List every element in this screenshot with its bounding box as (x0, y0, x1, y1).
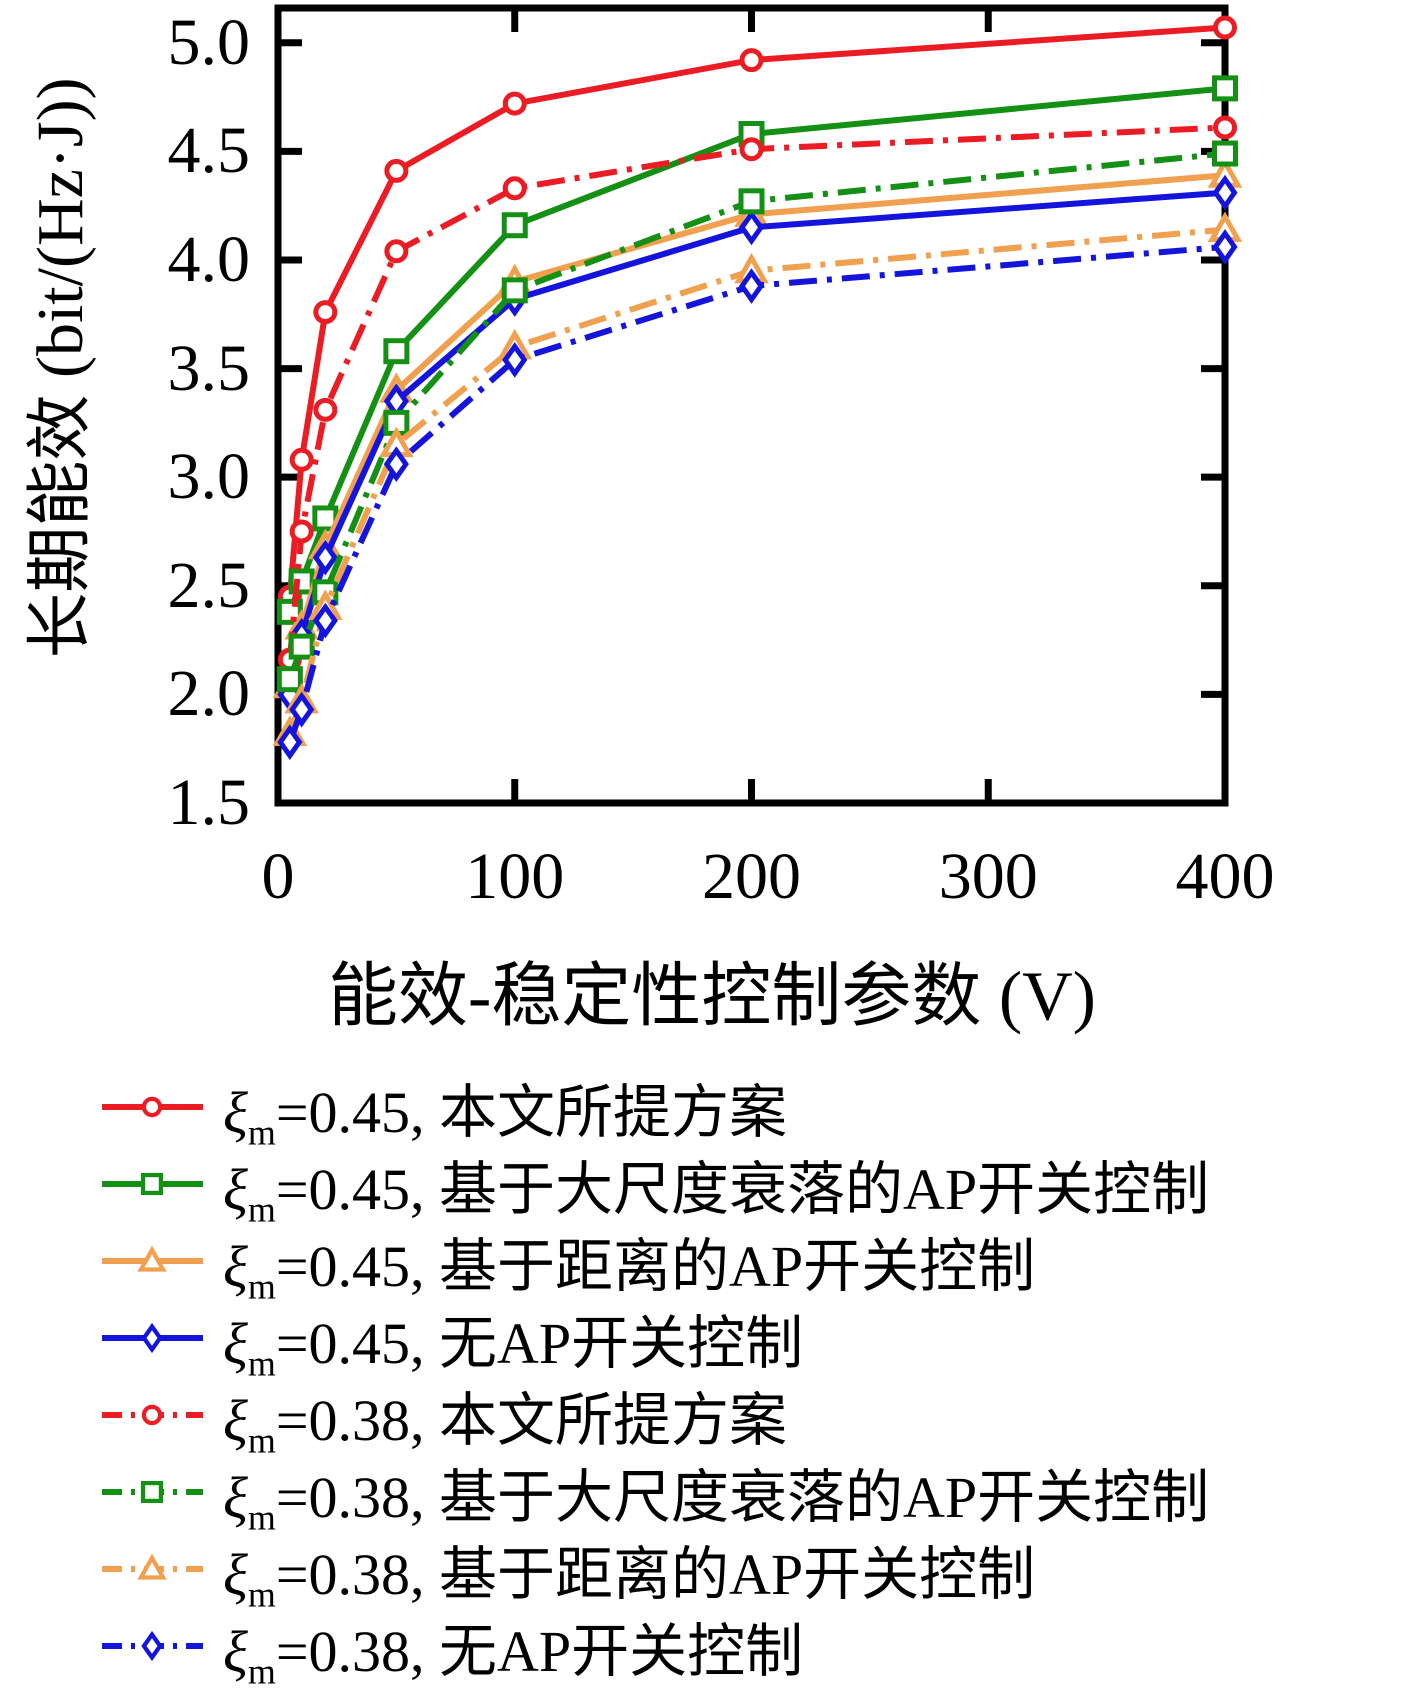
series-line (286, 226, 1226, 735)
x-tick-label: 100 (465, 840, 565, 913)
triangle-marker (137, 1245, 167, 1272)
legend-label: ξm=0.38, 基于大尺度衰落的AP开关控制 (223, 1464, 1210, 1538)
diamond-marker (502, 342, 528, 378)
square-marker (501, 212, 528, 239)
legend-item: ξm=0.45, 本文所提方案 (100, 1068, 1209, 1150)
legend-swatch-diamond (102, 1630, 203, 1661)
square-marker (276, 666, 303, 693)
square-marker (501, 277, 528, 304)
legend-swatch-square (102, 1172, 203, 1195)
legend-item: ξm=0.45, 基于大尺度衰落的AP开关控制 (100, 1145, 1209, 1227)
y-tick-label: 3.0 (167, 440, 251, 514)
legend-item: ξm=0.38, 无AP开关控制 (100, 1607, 1209, 1689)
diamond-marker (289, 691, 315, 728)
legend-swatch-square (102, 1480, 203, 1503)
diamond-marker (141, 1322, 163, 1353)
plot-area (272, 4, 1243, 807)
diamond-marker (738, 209, 765, 246)
circle-marker (1213, 115, 1237, 140)
circle-marker (384, 158, 409, 183)
diamond-marker (277, 724, 303, 761)
x-tick-label: 400 (1175, 840, 1275, 913)
y-tick-label: 3.5 (167, 331, 251, 405)
legend-swatch-triangle (102, 1245, 203, 1272)
x-axis-title: 能效-稳定性控制参数 (V) (328, 958, 1096, 1036)
circle-marker (384, 239, 409, 264)
legend-swatch-triangle (102, 1553, 203, 1580)
diamond-marker (383, 446, 409, 482)
circle-marker (289, 447, 314, 472)
y-tick-label: 5.0 (167, 5, 251, 79)
diamond-marker (1212, 174, 1238, 211)
square-marker (288, 633, 315, 660)
square-marker (738, 188, 765, 215)
legend-label: ξm=0.45, 本文所提方案 (223, 1079, 788, 1153)
series-line (287, 85, 1226, 613)
legend-swatch-circle (102, 1404, 203, 1425)
legend-item: ξm=0.38, 本文所提方案 (100, 1376, 1209, 1458)
y-tick-label: 1.5 (167, 766, 251, 839)
legend-label: ξm=0.45, 基于大尺度衰落的AP开关控制 (223, 1156, 1210, 1230)
y-axis-title: 长期能效 (bit/(Hz·J)) (24, 77, 97, 659)
legend-swatch-diamond (102, 1322, 203, 1353)
legend-label: ξm=0.45, 基于距离的AP开关控制 (223, 1233, 1036, 1307)
x-tick-label: 0 (261, 840, 295, 913)
series-line (286, 172, 1226, 687)
legend-item: ξm=0.38, 基于距离的AP开关控制 (100, 1530, 1209, 1612)
legend-item: ξm=0.38, 基于大尺度衰落的AP开关控制 (100, 1453, 1209, 1535)
series-line (286, 243, 1226, 744)
diamond-marker (141, 1630, 163, 1661)
square-marker (140, 1480, 164, 1503)
circle-marker (739, 137, 764, 162)
y-tick-label: 2.5 (167, 548, 251, 622)
circle-marker (141, 1096, 163, 1117)
diamond-marker (1212, 229, 1238, 265)
triangle-marker (137, 1553, 167, 1580)
legend: ξm=0.45, 本文所提方案 ξm=0.45, 基于大尺度衰落的AP开关控制 ξm… (100, 1068, 1209, 1689)
y-tick-label: 2.0 (167, 657, 251, 731)
x-tick-label: 200 (702, 840, 801, 913)
circle-marker (502, 91, 527, 116)
legend-item: ξm=0.45, 基于距离的AP开关控制 (100, 1222, 1209, 1304)
legend-label: ξm=0.38, 基于距离的AP开关控制 (223, 1541, 1036, 1615)
diamond-marker (312, 539, 338, 576)
legend-item: ξm=0.45, 无AP开关控制 (100, 1299, 1209, 1381)
legend-label: ξm=0.38, 无AP开关控制 (223, 1618, 804, 1692)
legend-label: ξm=0.45, 无AP开关控制 (223, 1310, 804, 1384)
circle-marker (313, 397, 338, 422)
legend-label: ξm=0.38, 本文所提方案 (223, 1387, 788, 1461)
y-tick-label: 4.0 (167, 222, 251, 296)
square-marker (1212, 75, 1238, 102)
circle-marker (141, 1404, 163, 1425)
circle-marker (739, 48, 764, 73)
square-marker (383, 338, 410, 365)
legend-swatch-circle (102, 1096, 203, 1117)
circle-marker (289, 519, 314, 544)
diamond-marker (312, 602, 338, 639)
square-marker (1212, 140, 1238, 167)
square-marker (140, 1172, 164, 1195)
x-tick-label: 300 (938, 840, 1038, 913)
circle-marker (1213, 15, 1237, 40)
circle-marker (313, 300, 338, 325)
y-tick-label: 4.5 (167, 114, 251, 188)
diamond-marker (738, 268, 765, 304)
circle-marker (502, 176, 527, 201)
